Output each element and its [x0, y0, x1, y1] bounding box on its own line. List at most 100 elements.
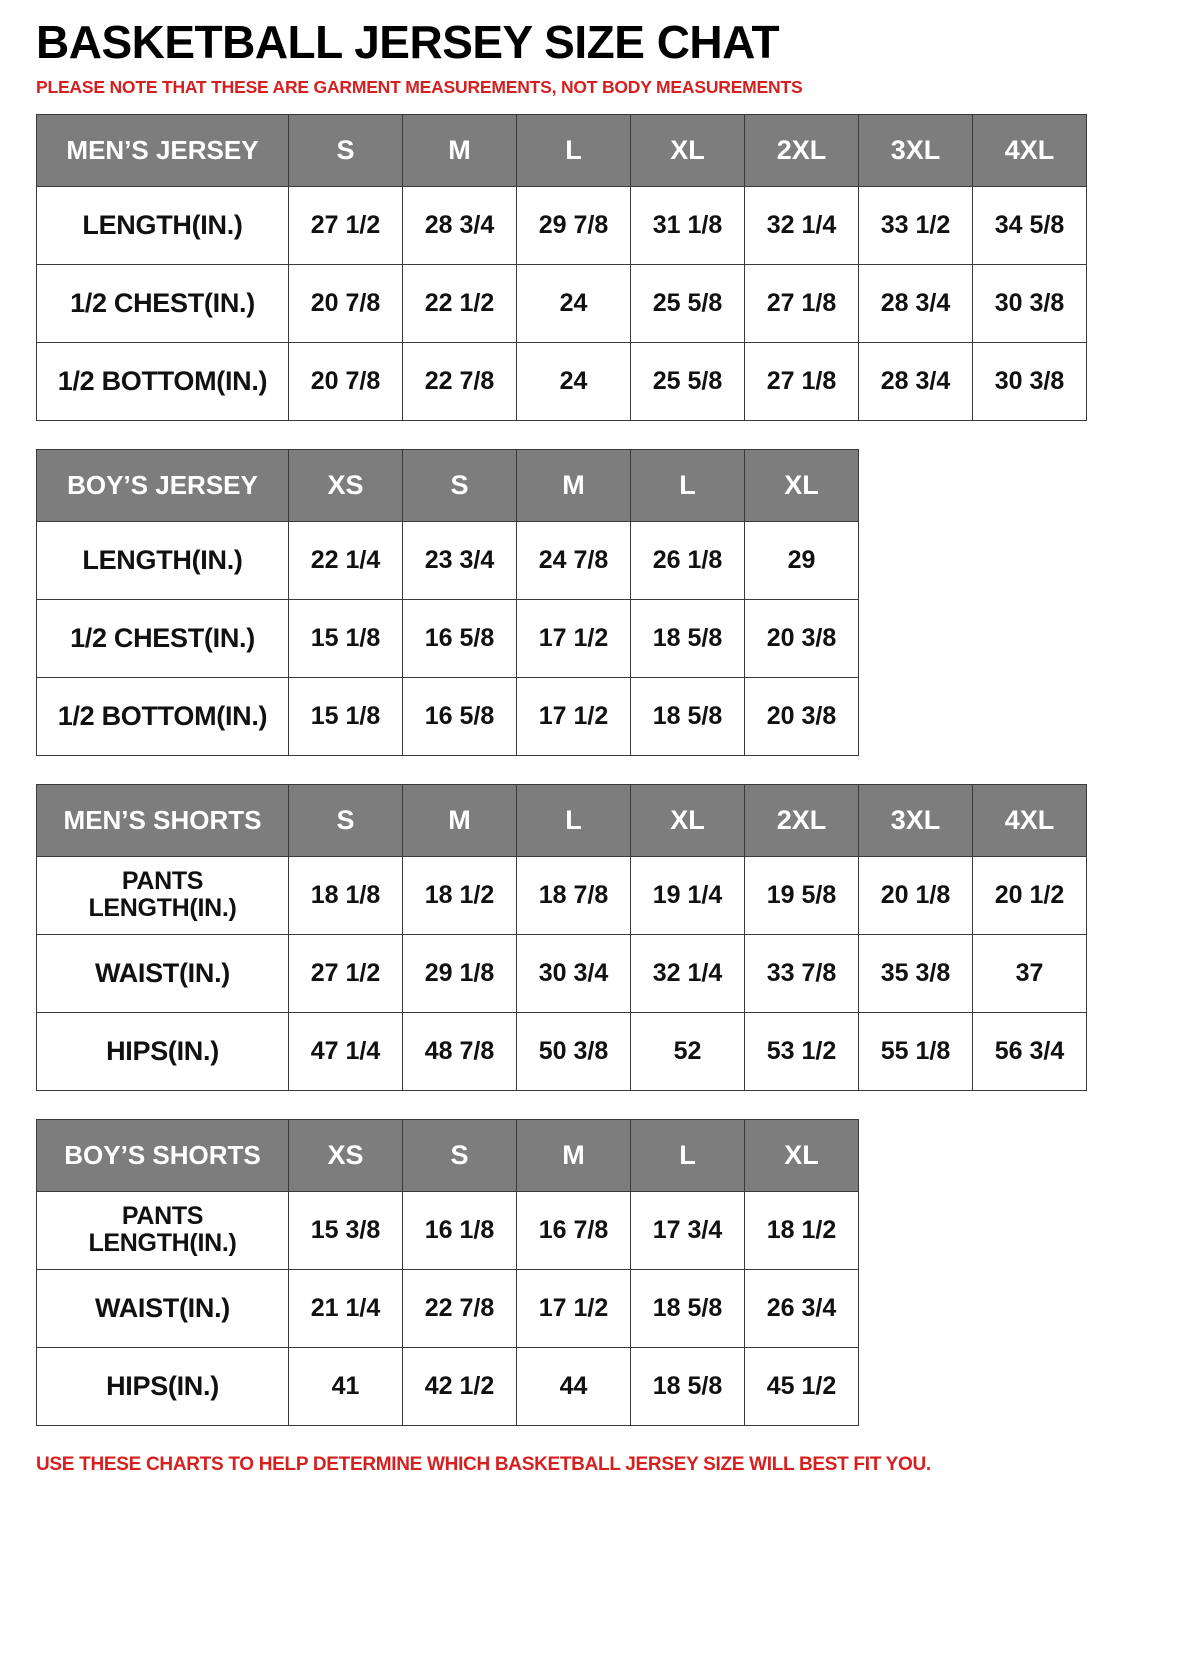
size-column-header: S	[402, 448, 517, 522]
measurement-cell: 42 1/2	[402, 1346, 517, 1426]
measurement-cell: 20 7/8	[288, 263, 403, 343]
measurement-cell: 18 5/8	[630, 1268, 745, 1348]
table-header-row: BOY’S SHORTS XS S M L XL	[36, 1118, 859, 1192]
table-header-row: MEN’S JERSEY S M L XL 2XL 3XL 4XL	[36, 113, 1087, 187]
page-title: BASKETBALL JERSEY SIZE CHAT	[36, 16, 780, 68]
size-column-header: XL	[744, 1118, 859, 1192]
measurement-cell: 32 1/4	[744, 185, 859, 265]
measurement-cell: 27 1/8	[744, 341, 859, 421]
measurement-cell: 24	[516, 341, 631, 421]
measurement-label: 1/2 BOTTOM(IN.)	[36, 676, 289, 756]
measurement-cell: 19 1/4	[630, 855, 745, 935]
size-table-boys-jersey: BOY’S JERSEY XS S M L XL LENGTH(IN.) 22 1/4 23 3…	[36, 448, 859, 756]
size-table-boys-shorts: BOY’S SHORTS XS S M L XL PANTS LENGTH(IN.) 15 3/…	[36, 1118, 859, 1426]
measurement-cell: 18 5/8	[630, 676, 745, 756]
measurement-cell: 28 3/4	[858, 263, 973, 343]
measurement-cell: 18 7/8	[516, 855, 631, 935]
measurement-cell: 23 3/4	[402, 520, 517, 600]
measurement-cell: 56 3/4	[972, 1011, 1087, 1091]
measurement-cell: 15 1/8	[288, 676, 403, 756]
measurement-cell: 30 3/4	[516, 933, 631, 1013]
table-row: HIPS(IN.) 41 42 1/2 44 18 5/8 45 1/2	[36, 1346, 859, 1426]
measurement-cell: 25 5/8	[630, 341, 745, 421]
table-row: 1/2 CHEST(IN.) 15 1/8 16 5/8 17 1/2 18 5/8 20…	[36, 598, 859, 678]
measurement-cell: 24 7/8	[516, 520, 631, 600]
measurement-cell: 15 3/8	[288, 1190, 403, 1270]
table-category-header: BOY’S JERSEY	[36, 448, 289, 522]
measurement-cell: 50 3/8	[516, 1011, 631, 1091]
measurement-cell: 41	[288, 1346, 403, 1426]
measurement-label: HIPS(IN.)	[36, 1011, 289, 1091]
measurement-cell: 20 7/8	[288, 341, 403, 421]
size-column-header: XS	[288, 1118, 403, 1192]
measurement-cell: 26 1/8	[630, 520, 745, 600]
size-table-mens-shorts: MEN’S SHORTS S M L XL 2XL 3XL 4XL PANTS LENGTH(IN…	[36, 783, 1087, 1091]
measurement-cell: 27 1/2	[288, 933, 403, 1013]
measurement-label: HIPS(IN.)	[36, 1346, 289, 1426]
measurement-cell: 17 1/2	[516, 676, 631, 756]
measurement-cell: 30 3/8	[972, 341, 1087, 421]
size-column-header: M	[402, 783, 517, 857]
measurement-cell: 29 1/8	[402, 933, 517, 1013]
size-column-header: 2XL	[744, 783, 859, 857]
measurement-cell: 47 1/4	[288, 1011, 403, 1091]
measurement-cell: 26 3/4	[744, 1268, 859, 1348]
size-column-header: L	[516, 783, 631, 857]
measurement-cell: 18 1/2	[402, 855, 517, 935]
measurement-cell: 28 3/4	[402, 185, 517, 265]
measurement-label: LENGTH(IN.)	[36, 520, 289, 600]
measurement-label: 1/2 BOTTOM(IN.)	[36, 341, 289, 421]
size-column-header: XL	[630, 113, 745, 187]
measurement-cell: 22 7/8	[402, 341, 517, 421]
measurement-cell: 21 1/4	[288, 1268, 403, 1348]
table-row: PANTS LENGTH(IN.) 15 3/8 16 1/8 16 7/8 17 3/4…	[36, 1190, 859, 1270]
measurement-cell: 16 7/8	[516, 1190, 631, 1270]
measurement-cell: 35 3/8	[858, 933, 973, 1013]
measurement-cell: 16 1/8	[402, 1190, 517, 1270]
measurement-cell: 27 1/2	[288, 185, 403, 265]
measurement-cell: 48 7/8	[402, 1011, 517, 1091]
measurement-label: WAIST(IN.)	[36, 1268, 289, 1348]
measurement-cell: 24	[516, 263, 631, 343]
measurement-cell: 44	[516, 1346, 631, 1426]
table-row: WAIST(IN.) 21 1/4 22 7/8 17 1/2 18 5/8 26 3/4	[36, 1268, 859, 1348]
measurement-cell: 45 1/2	[744, 1346, 859, 1426]
measurement-cell: 52	[630, 1011, 745, 1091]
measurement-cell: 18 5/8	[630, 598, 745, 678]
measurement-cell: 18 1/8	[288, 855, 403, 935]
measurement-cell: 28 3/4	[858, 341, 973, 421]
measurement-cell: 22 1/4	[288, 520, 403, 600]
measurement-cell: 31 1/8	[630, 185, 745, 265]
measurement-cell: 22 1/2	[402, 263, 517, 343]
size-table-mens-jersey: MEN’S JERSEY S M L XL 2XL 3XL 4XL LENGTH(IN.) 27 …	[36, 113, 1087, 421]
measurement-cell: 53 1/2	[744, 1011, 859, 1091]
table-row: 1/2 CHEST(IN.) 20 7/8 22 1/2 24 25 5/8 27 1/8…	[36, 263, 1087, 343]
measurement-cell: 18 1/2	[744, 1190, 859, 1270]
measurement-cell: 16 5/8	[402, 598, 517, 678]
measurement-cell: 29 7/8	[516, 185, 631, 265]
measurement-cell: 19 5/8	[744, 855, 859, 935]
table-row: WAIST(IN.) 27 1/2 29 1/8 30 3/4 32 1/4 33 7/8…	[36, 933, 1087, 1013]
measurement-label: PANTS LENGTH(IN.)	[36, 1190, 289, 1270]
table-row: PANTS LENGTH(IN.) 18 1/8 18 1/2 18 7/8 19 1/4…	[36, 855, 1087, 935]
size-column-header: M	[516, 1118, 631, 1192]
size-column-header: 3XL	[858, 783, 973, 857]
size-column-header: 3XL	[858, 113, 973, 187]
measurement-label: 1/2 CHEST(IN.)	[36, 263, 289, 343]
size-column-header: 4XL	[972, 113, 1087, 187]
size-column-header: XL	[630, 783, 745, 857]
size-column-header: XL	[744, 448, 859, 522]
measurement-label: LENGTH(IN.)	[36, 185, 289, 265]
garment-measurement-note: PLEASE NOTE THAT THESE ARE GARMENT MEASU…	[36, 77, 803, 98]
table-row: LENGTH(IN.) 27 1/2 28 3/4 29 7/8 31 1/8 32 1/…	[36, 185, 1087, 265]
table-row: 1/2 BOTTOM(IN.) 20 7/8 22 7/8 24 25 5/8 27 1/…	[36, 341, 1087, 421]
table-category-header: MEN’S JERSEY	[36, 113, 289, 187]
size-column-header: M	[516, 448, 631, 522]
measurement-label: WAIST(IN.)	[36, 933, 289, 1013]
measurement-cell: 18 5/8	[630, 1346, 745, 1426]
table-category-header: MEN’S SHORTS	[36, 783, 289, 857]
size-column-header: M	[402, 113, 517, 187]
size-column-header: S	[288, 783, 403, 857]
measurement-label: PANTS LENGTH(IN.)	[36, 855, 289, 935]
measurement-cell: 34 5/8	[972, 185, 1087, 265]
